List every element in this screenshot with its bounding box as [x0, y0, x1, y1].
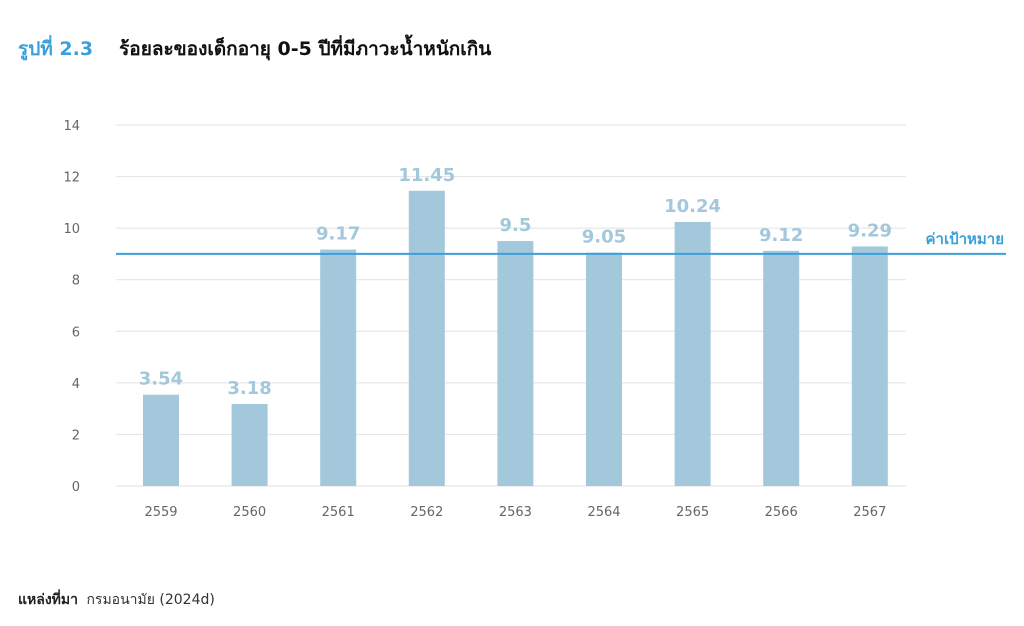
x-tick-label: 2559	[144, 505, 177, 520]
data-label: 9.29	[848, 220, 892, 241]
x-tick-label: 2562	[410, 505, 443, 520]
data-label: 9.17	[316, 224, 360, 245]
figure-label: รูปที่ 2.3	[18, 38, 94, 60]
x-tick-label: 2563	[499, 505, 532, 520]
source-label: แหล่งที่มา	[18, 592, 78, 608]
x-tick-label: 2561	[322, 505, 355, 520]
bar	[408, 190, 445, 486]
bar	[763, 250, 800, 486]
data-label: 10.24	[664, 196, 721, 217]
data-label: 3.18	[227, 378, 271, 399]
data-label: 9.5	[499, 215, 531, 236]
bar	[143, 394, 179, 486]
y-tick-label: 4	[72, 377, 80, 392]
x-tick-label: 2565	[676, 505, 709, 520]
figure-title: ร้อยละของเด็กอายุ 0-5 ปีที่มีภาวะน้ำหนัก…	[119, 38, 492, 60]
y-tick-label: 6	[72, 325, 80, 340]
x-tick-label: 2564	[587, 505, 620, 520]
source-text: กรมอนามัย (2024d)	[86, 592, 215, 608]
y-tick-label: 10	[63, 222, 80, 237]
y-tick-label: 8	[72, 274, 80, 289]
bar	[320, 249, 357, 486]
y-tick-label: 12	[63, 171, 80, 186]
bar	[231, 404, 268, 486]
bar	[497, 241, 534, 486]
x-tick-label: 2560	[233, 505, 266, 520]
y-tick-label: 2	[72, 428, 80, 443]
data-label: 3.54	[139, 369, 183, 390]
x-tick-label: 2567	[853, 505, 886, 520]
data-label: 9.05	[582, 227, 626, 248]
bar	[851, 246, 888, 486]
y-tick-label: 14	[63, 119, 80, 134]
target-line-label: ค่าเป้าหมาย	[925, 230, 1004, 248]
source-note: แหล่งที่มา กรมอนามัย (2024d)	[18, 589, 215, 611]
figure-title-row: รูปที่ 2.3 ร้อยละของเด็กอายุ 0-5 ปีที่มี…	[18, 34, 491, 64]
bar	[674, 221, 711, 486]
bar	[586, 252, 622, 486]
y-tick-label: 0	[72, 480, 80, 495]
x-tick-label: 2566	[765, 505, 798, 520]
data-label: 11.45	[398, 165, 455, 186]
data-label: 9.12	[759, 225, 803, 246]
